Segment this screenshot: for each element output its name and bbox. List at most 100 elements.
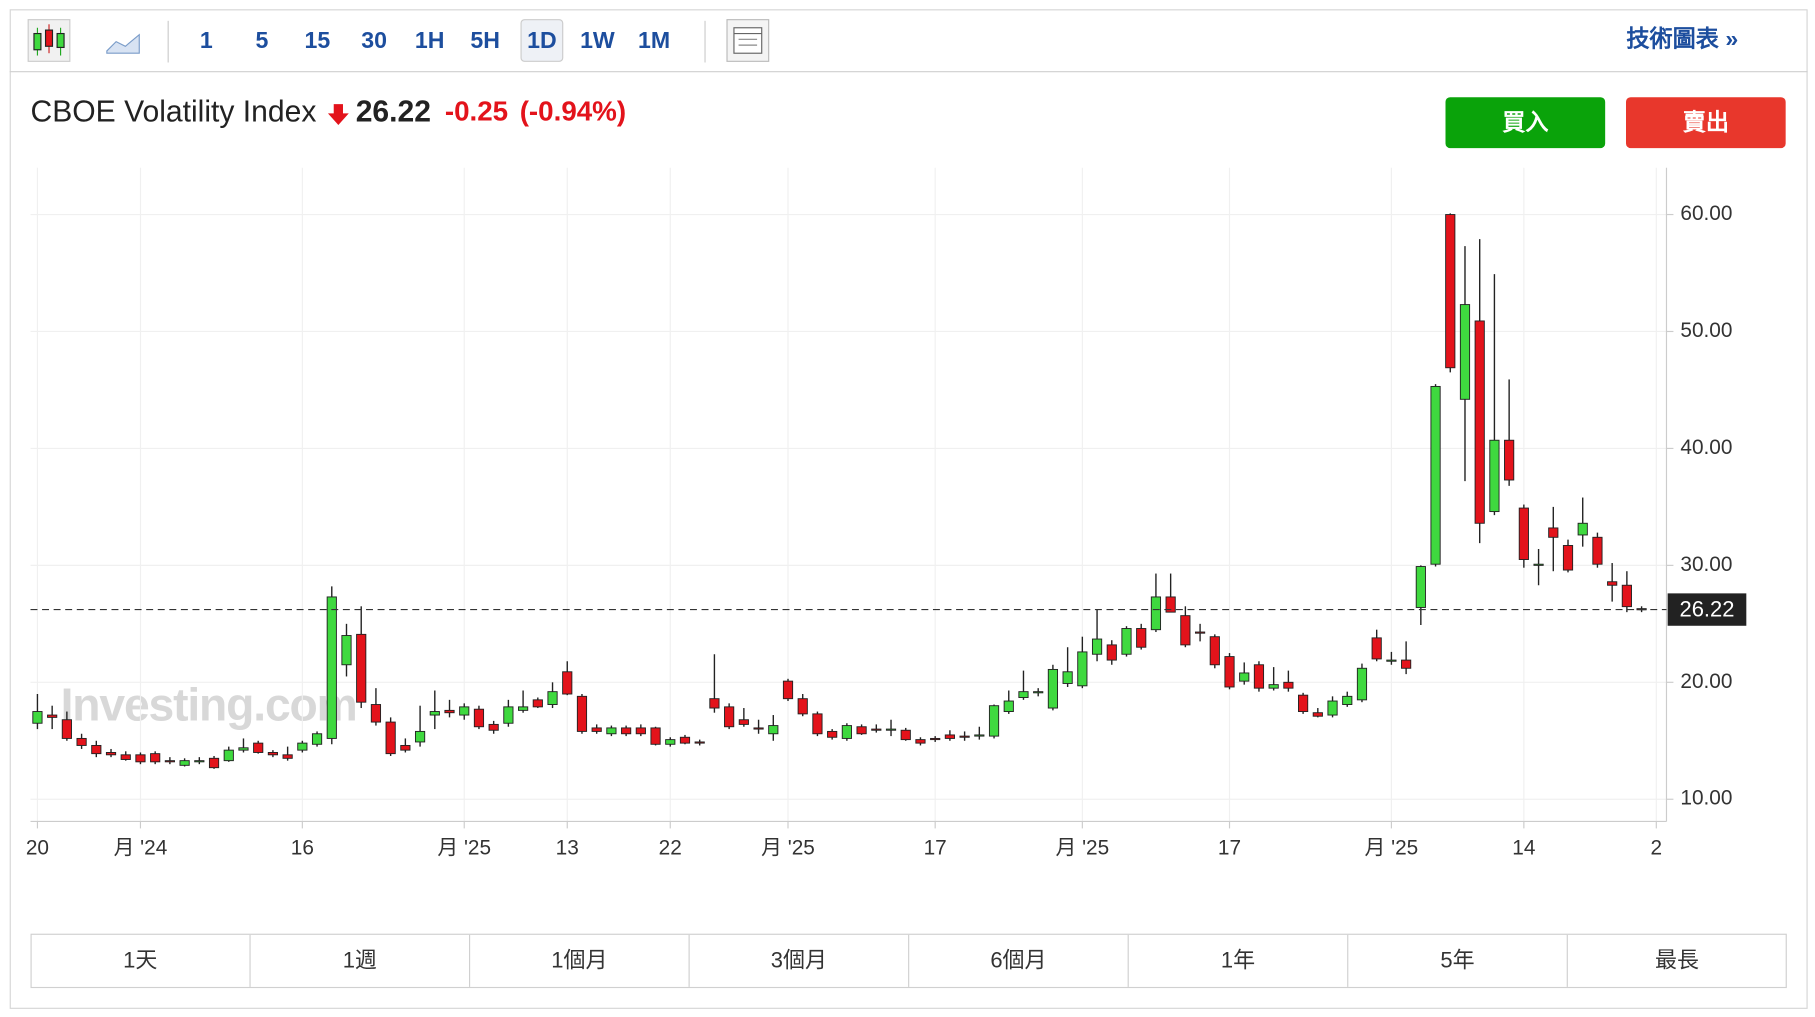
candle-body [694,741,705,744]
area-icon[interactable] [106,33,140,54]
x-tick-label: 17 [924,837,947,860]
candle-body [61,719,72,739]
candle-body [32,711,43,724]
change: -0.25 [445,96,508,127]
candle-body [47,714,58,718]
candle-body [1518,507,1529,560]
candle-body [974,734,985,737]
interval-button[interactable]: 1M [638,27,670,53]
candle-body [1356,667,1368,701]
interval-button[interactable]: 1H [415,27,445,53]
candle-body [194,760,205,763]
x-tick-label: 14 [1512,837,1535,860]
candle-body [311,733,323,745]
candle-body [1268,684,1279,689]
x-tick-label: 月 '25 [761,837,815,860]
candle-body [223,749,234,762]
candle-body [385,721,396,755]
interval-button[interactable]: 1W [580,27,615,53]
candle-body [1430,385,1441,565]
candle-body [135,754,146,763]
candle-body [988,705,1000,737]
candle-body [76,737,87,746]
buy-label[interactable]: 買入 [1502,109,1548,135]
candle-body [871,728,882,731]
candle-body [1489,439,1500,513]
candle-body [1062,671,1073,684]
technical-chart-link[interactable]: 技術圖表 » [1626,26,1738,52]
candle-body [208,757,220,769]
candle-body [1077,651,1088,687]
y-tick-label: 60.00 [1680,202,1732,225]
candle-body [297,742,308,751]
intervals: 1 5 15 30 1H 5H 1D 1W 1M [200,27,670,53]
candle-body [1562,545,1574,571]
candle-body [179,760,190,766]
range-button[interactable]: 最長 [1655,947,1699,972]
candle-body [429,711,440,716]
candle-body [503,706,514,724]
interval-button[interactable]: 1 [200,27,213,53]
candle-body [665,739,676,745]
candle-body [1033,691,1044,694]
candle-body [1312,712,1323,717]
instrument-name: CBOE Volatility Index [30,95,316,128]
interval-button[interactable]: 5 [255,27,268,53]
candle-body [1342,695,1353,705]
range-button[interactable]: 1天 [123,947,157,972]
candle-body [473,708,485,728]
candle-body [444,709,455,714]
candle-body [1445,214,1456,369]
candle-body [562,671,573,695]
candle-body [738,719,749,725]
range-button[interactable]: 1個月 [551,947,607,972]
candle-body [1047,668,1059,709]
candle-body [370,704,382,723]
candle-icon[interactable] [27,19,71,62]
candle-body [930,737,941,741]
candle-body [267,752,279,756]
candle-body [1239,672,1250,682]
candle-body [1121,628,1132,655]
interval-button[interactable]: 15 [305,27,331,53]
candle-body [1386,659,1397,662]
candle-body [341,635,352,666]
interval-button[interactable]: 30 [361,27,387,53]
candle-body [1577,522,1588,536]
candle-body [576,695,588,732]
candle-body [606,727,617,735]
range-bar: 1天 1週 1個月 3個月 6個月 1年 5年 最長 [30,933,1787,989]
candle-body [282,754,293,759]
candle-body [1621,584,1632,608]
interval-button[interactable]: 1D [527,27,557,53]
candle-body [150,753,161,763]
candle-body [753,727,764,730]
buy-button[interactable] [1445,97,1606,149]
last-price-label: 26.22 [1679,597,1734,622]
layout-icon[interactable] [726,19,770,62]
x-tick-label: 月 '24 [114,837,168,860]
candle-body [1165,596,1176,613]
x-tick-label: 2 [1651,837,1663,860]
range-button[interactable]: 3個月 [771,947,827,972]
interval-button[interactable]: 5H [470,27,500,53]
range-button[interactable]: 6個月 [990,947,1046,972]
candle-body [724,706,735,728]
candle-body [1283,681,1294,689]
range-button[interactable]: 5年 [1440,947,1474,972]
active-interval [520,19,564,62]
range-button[interactable]: 1年 [1221,947,1255,972]
candle-body [1474,320,1485,524]
y-tick-label: 20.00 [1680,670,1732,693]
candle-body [105,752,117,756]
sell-button[interactable] [1625,97,1786,149]
candle-body [885,728,897,731]
x-tick-label: 月 '25 [1055,837,1109,860]
sell-label[interactable]: 賣出 [1683,109,1729,135]
candle-body [1548,527,1559,538]
candle-body [591,727,602,732]
candle-body [164,760,175,763]
range-button[interactable]: 1週 [343,947,377,972]
